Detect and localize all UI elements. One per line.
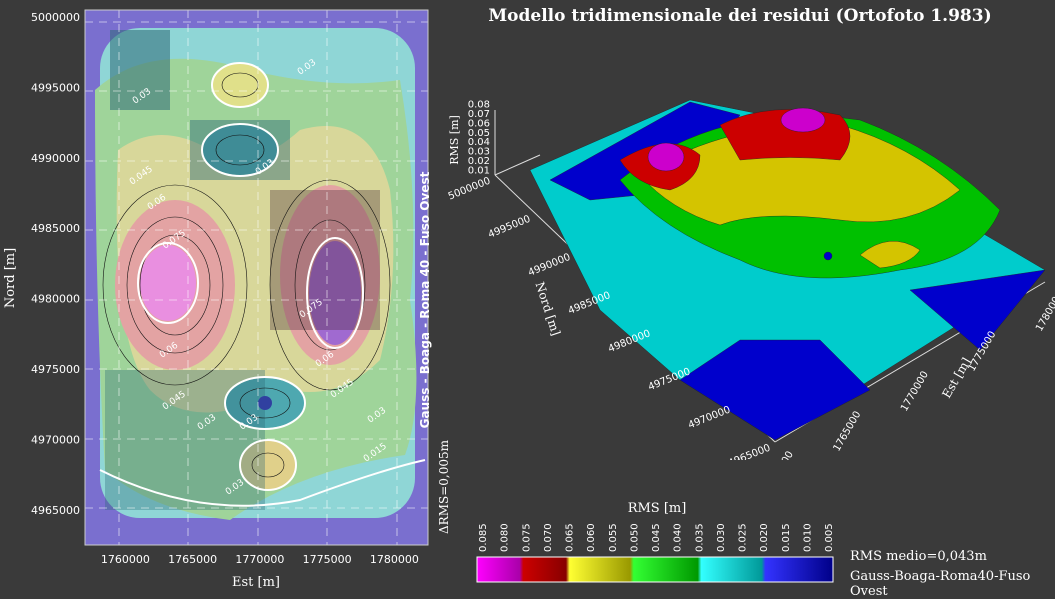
colorbar-tick: 0.035	[694, 523, 705, 552]
map-gridlines	[85, 10, 428, 545]
chart-title: Modello tridimensionale dei residui (Ort…	[488, 6, 992, 26]
map-y-tick: 4990000	[31, 152, 80, 165]
surface-y-tick: 4995000	[487, 214, 532, 241]
colorbar-tick: 0.040	[673, 523, 684, 552]
contour-lines	[102, 72, 391, 478]
map-y-ticks: 5000000 4995000 4990000 4985000 4980000 49750…	[31, 11, 80, 517]
colorbar-tick: 0.025	[738, 523, 749, 552]
colorbar-tick: 0.010	[802, 523, 813, 552]
colorbar-tick: 0.065	[565, 523, 576, 552]
colorbar-tick: 0.080	[500, 523, 511, 552]
projection-vertical-label: Gauss - Boaga - Roma 40 - Fuso Ovest	[418, 171, 432, 429]
colorbar-tick: 0.015	[781, 523, 792, 552]
surface-y-tick: 4970000	[687, 404, 732, 431]
surface-z-axis-label: RMS [m]	[448, 115, 461, 165]
colorbar-tick: 0.085	[478, 523, 489, 552]
map-y-tick: 4995000	[31, 81, 80, 94]
surface-z-ticks: 0.010.020.030.040.050.060.070.08	[468, 100, 490, 177]
colorbar-tick: 0.050	[629, 523, 640, 552]
map-x-axis-label: Est [m]	[232, 575, 280, 590]
map-x-tick: 1760000	[101, 553, 150, 566]
map-y-tick: 4965000	[31, 504, 80, 517]
surface-x-axis-label: Est [m]	[939, 355, 973, 400]
map-frame	[84, 9, 429, 546]
map-x-ticks: 1760000 1765000 1770000 1775000 1780000	[101, 553, 419, 566]
surface-y-tick: 4990000	[527, 252, 572, 279]
colorbar-gradient	[476, 556, 834, 583]
map-y-axis-label: Nord [m]	[3, 248, 18, 308]
colorbar-tick: 0.005	[824, 523, 835, 552]
surface-plot: 0.010.020.030.040.050.060.070.08 4965000…	[447, 99, 1055, 460]
surface-z-tick: 0.08	[468, 100, 490, 111]
surface-z-tick: 0.02	[468, 156, 490, 167]
surface-x-tick: 1770000	[899, 369, 931, 413]
surface-mesh	[529, 99, 1046, 441]
colorbar-tick: 0.075	[521, 523, 532, 552]
surface-z-tick: 0.05	[468, 128, 490, 139]
map-y-tick: 4985000	[31, 222, 80, 235]
colorbar: RMS [m] 0.085 0.080 0.075 0.070 0.065 0.060 0.…	[476, 501, 835, 583]
map-y-tick: 4970000	[31, 433, 80, 446]
surface-x-tick: 1765000	[832, 409, 864, 453]
map-y-tick: 4975000	[31, 363, 80, 376]
contour-map: 0.030.030.030.0450.060.0750.060.0750.060…	[3, 9, 429, 590]
surface-z-tick: 0.04	[468, 137, 490, 148]
colorbar-tick: 0.045	[651, 523, 662, 552]
colorbar-tick: 0.055	[608, 523, 619, 552]
contour-bold	[99, 62, 426, 507]
surface-y-tick: 5000000	[447, 176, 492, 203]
colorbar-tick: 0.020	[759, 523, 770, 552]
surface-y-axis-label: Nord [m]	[533, 280, 564, 337]
surface-y-tick: 4965000	[727, 443, 772, 460]
colorbar-tick: 0.070	[543, 523, 554, 552]
contour-fill	[85, 10, 428, 545]
surface-z-tick: 0.06	[468, 118, 490, 129]
surface-z-tick: 0.07	[468, 109, 490, 120]
projection-note: Gauss-Boaga-Roma40-Fuso Ovest	[850, 569, 1031, 599]
map-y-tick: 5000000	[31, 11, 80, 24]
map-x-tick: 1770000	[235, 553, 284, 566]
map-x-tick: 1765000	[168, 553, 217, 566]
map-x-tick: 1775000	[303, 553, 352, 566]
colorbar-tick: 0.030	[716, 523, 727, 552]
colorbar-ticks: 0.085 0.080 0.075 0.070 0.065 0.060 0.055 0.050…	[478, 523, 835, 552]
colorbar-label: RMS [m]	[628, 501, 687, 516]
surface-z-tick: 0.03	[468, 147, 490, 158]
map-x-tick: 1780000	[370, 553, 419, 566]
colorbar-tick: 0.060	[586, 523, 597, 552]
surface-z-tick: 0.01	[468, 165, 490, 176]
rms-medio-note: RMS medio=0,043m	[850, 549, 987, 564]
map-y-tick: 4980000	[31, 293, 80, 306]
surface-x-tick: 1780000	[1034, 289, 1055, 333]
